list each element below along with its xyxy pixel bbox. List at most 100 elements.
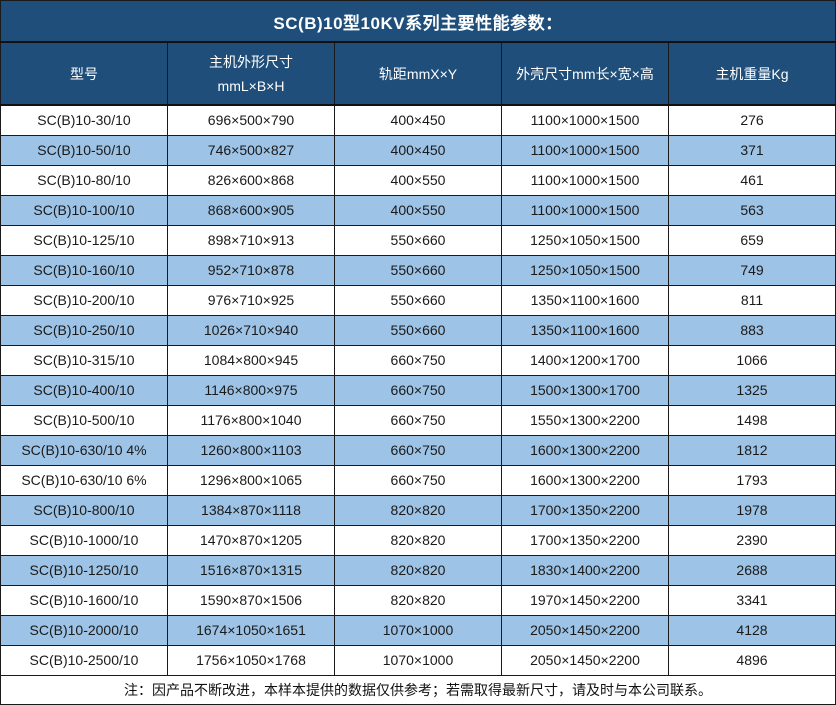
table-cell: SC(B)10-50/10 xyxy=(0,134,168,166)
table-cell: 400×450 xyxy=(334,104,502,136)
note-row: 注：因产品不断改进，本样本提供的数据仅供参考；若需取得最新尺寸，请及时与本公司联… xyxy=(0,675,836,705)
table-cell: 1100×1000×1500 xyxy=(501,134,669,166)
table-cell: 563 xyxy=(668,194,836,226)
table-body: SC(B)10-30/10 696×500×790 400×450 1100×1000… xyxy=(0,104,836,677)
table-cell: 1674×1050×1651 xyxy=(167,614,335,646)
table-cell: 550×660 xyxy=(334,314,502,346)
table-cell: SC(B)10-2000/10 xyxy=(0,614,168,646)
table-cell: 1793 xyxy=(668,464,836,496)
table-cell: 1250×1050×1500 xyxy=(501,254,669,286)
table-cell: 1498 xyxy=(668,404,836,436)
table-cell: 1070×1000 xyxy=(334,614,502,646)
table-cell: 1250×1050×1500 xyxy=(501,224,669,256)
table-cell: SC(B)10-500/10 xyxy=(0,404,168,436)
col-header-shell-dimensions: 外壳尺寸mm长×宽×高 xyxy=(501,41,669,106)
table-cell: 811 xyxy=(668,284,836,316)
table-cell: 1260×800×1103 xyxy=(167,434,335,466)
table-cell: 976×710×925 xyxy=(167,284,335,316)
table-cell: SC(B)10-250/10 xyxy=(0,314,168,346)
table-cell: 749 xyxy=(668,254,836,286)
table-cell: 1296×800×1065 xyxy=(167,464,335,496)
table-row: SC(B)10-80/10 826×600×868 400×550 1100×1000… xyxy=(0,164,836,196)
table-row: SC(B)10-30/10 696×500×790 400×450 1100×1000… xyxy=(0,104,836,136)
table-cell: 1700×1350×2200 xyxy=(501,494,669,526)
table-row: SC(B)10-630/10 4% 1260×800×1103 660×750 160… xyxy=(0,434,836,466)
table-cell: SC(B)10-800/10 xyxy=(0,494,168,526)
table-cell: 2688 xyxy=(668,554,836,586)
table-cell: SC(B)10-30/10 xyxy=(0,104,168,136)
table-cell: 660×750 xyxy=(334,344,502,376)
table-cell: 1516×870×1315 xyxy=(167,554,335,586)
table-cell: 550×660 xyxy=(334,224,502,256)
table-cell: 826×600×868 xyxy=(167,164,335,196)
table-cell: 1500×1300×1700 xyxy=(501,374,669,406)
table-row: SC(B)10-2500/10 1756×1050×1768 1070×1000 20… xyxy=(0,644,836,677)
table-row: SC(B)10-200/10 976×710×925 550×660 1350×110… xyxy=(0,284,836,316)
table-cell: 461 xyxy=(668,164,836,196)
col-header-weight: 主机重量Kg xyxy=(668,41,836,106)
table-cell: 1812 xyxy=(668,434,836,466)
table-cell: 1970×1450×2200 xyxy=(501,584,669,616)
table-cell: 660×750 xyxy=(334,464,502,496)
col-header-main-dimensions-sublabel: mmL×B×H xyxy=(217,77,285,94)
table-cell: 1470×870×1205 xyxy=(167,524,335,556)
table-cell: 1176×800×1040 xyxy=(167,404,335,436)
table-cell: 371 xyxy=(668,134,836,166)
table-cell: SC(B)10-200/10 xyxy=(0,284,168,316)
table-cell: 820×820 xyxy=(334,494,502,526)
table-cell: 868×600×905 xyxy=(167,194,335,226)
table-row: SC(B)10-160/10 952×710×878 550×660 1250×105… xyxy=(0,254,836,286)
table-cell: SC(B)10-1000/10 xyxy=(0,524,168,556)
table-row: SC(B)10-630/10 6% 1296×800×1065 660×750 160… xyxy=(0,464,836,496)
table-cell: 400×550 xyxy=(334,194,502,226)
table-row: SC(B)10-100/10 868×600×905 400×550 1100×100… xyxy=(0,194,836,226)
table-cell: 1026×710×940 xyxy=(167,314,335,346)
table-cell: 820×820 xyxy=(334,554,502,586)
table-cell: 400×450 xyxy=(334,134,502,166)
table-cell: 1350×1100×1600 xyxy=(501,284,669,316)
table-cell: 1070×1000 xyxy=(334,644,502,677)
table-cell: 1100×1000×1500 xyxy=(501,104,669,136)
table-cell: 660×750 xyxy=(334,374,502,406)
table-row: SC(B)10-315/10 1084×800×945 660×750 1400×12… xyxy=(0,344,836,376)
table-cell: 1600×1300×2200 xyxy=(501,434,669,466)
table-row: SC(B)10-1250/10 1516×870×1315 820×820 1830×… xyxy=(0,554,836,586)
table-cell: 2390 xyxy=(668,524,836,556)
table-cell: 550×660 xyxy=(334,284,502,316)
col-header-weight-label: 主机重量Kg xyxy=(715,65,789,82)
table-cell: 1350×1100×1600 xyxy=(501,314,669,346)
table-cell: 4896 xyxy=(668,644,836,677)
table-cell: 820×820 xyxy=(334,524,502,556)
table-cell: 1550×1300×2200 xyxy=(501,404,669,436)
title-row: SC(B)10型10KV系列主要性能参数： xyxy=(0,0,836,43)
table-cell: 2050×1450×2200 xyxy=(501,644,669,677)
table-row: SC(B)10-400/10 1146×800×975 660×750 1500×13… xyxy=(0,374,836,406)
table-cell: 1600×1300×2200 xyxy=(501,464,669,496)
table-cell: 2050×1450×2200 xyxy=(501,614,669,646)
table-cell: 952×710×878 xyxy=(167,254,335,286)
col-header-model-label: 型号 xyxy=(70,65,98,82)
table-row: SC(B)10-2000/10 1674×1050×1651 1070×1000 20… xyxy=(0,614,836,646)
table-cell: 1700×1350×2200 xyxy=(501,524,669,556)
table-cell: SC(B)10-630/10 4% xyxy=(0,434,168,466)
table-cell: 1146×800×975 xyxy=(167,374,335,406)
table-cell: 1100×1000×1500 xyxy=(501,194,669,226)
table-cell: SC(B)10-1250/10 xyxy=(0,554,168,586)
table-cell: 4128 xyxy=(668,614,836,646)
table-row: SC(B)10-500/10 1176×800×1040 660×750 1550×1… xyxy=(0,404,836,436)
table-cell: SC(B)10-100/10 xyxy=(0,194,168,226)
table-cell: 1384×870×1118 xyxy=(167,494,335,526)
col-header-model: 型号 xyxy=(0,41,168,106)
table-row: SC(B)10-1600/10 1590×870×1506 820×820 1970×… xyxy=(0,584,836,616)
table-cell: 660×750 xyxy=(334,404,502,436)
table-cell: 820×820 xyxy=(334,584,502,616)
col-header-rail-gauge-label: 轨距mmX×Y xyxy=(378,65,458,82)
table-cell: 659 xyxy=(668,224,836,256)
table-cell: 660×750 xyxy=(334,434,502,466)
table-cell: SC(B)10-400/10 xyxy=(0,374,168,406)
table-cell: 1756×1050×1768 xyxy=(167,644,335,677)
table-cell: SC(B)10-1600/10 xyxy=(0,584,168,616)
page-title: SC(B)10型10KV系列主要性能参数： xyxy=(0,0,836,43)
